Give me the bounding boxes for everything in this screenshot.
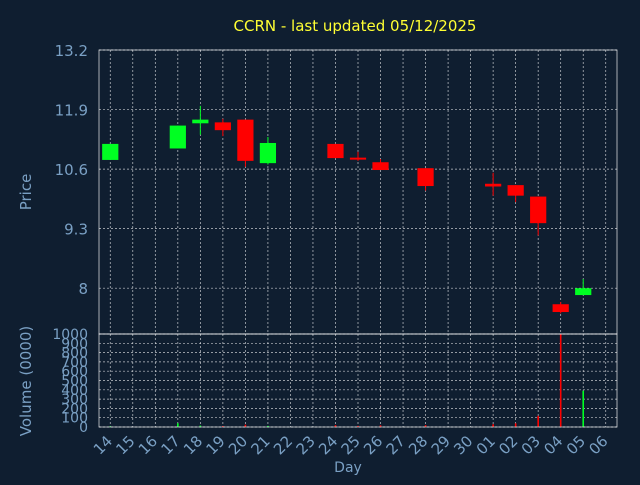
volume-bar [334,425,337,427]
candle-body [575,288,592,296]
volume-tick-label: 300 [61,392,88,408]
candle-body [259,142,277,164]
candle [349,151,367,161]
volume-bar [537,415,539,427]
volume-tick-label: 900 [61,336,88,352]
candle [575,279,592,296]
volume-layer [109,334,585,427]
candle [169,125,186,149]
candle [327,143,344,159]
candle-body [530,196,547,224]
candle-body [349,157,367,160]
price-axis-label: Price [17,174,35,211]
volume-tick-label: 0 [79,420,88,436]
candle-layer [102,105,592,314]
volume-axis-label: Volume (0000) [17,326,35,436]
grid-layer [99,49,617,428]
candle [102,143,119,160]
candle [417,168,434,191]
candle [372,159,389,171]
volume-bar [199,425,202,427]
candle-body [507,185,524,196]
volume-tick-label: 100 [61,411,88,427]
candle-body [214,122,231,131]
candle-body [372,162,389,171]
volume-bar [424,425,427,427]
candle-body [485,183,502,187]
candle-body [102,143,119,160]
candle-body [552,304,569,313]
candle [259,137,277,165]
volume-tick-label: 600 [61,364,88,380]
volume-tick-label: 200 [61,401,88,417]
volume-tick-label: 500 [61,374,88,390]
price-tick-label: 8 [78,280,88,298]
candle-body [169,125,186,149]
candle-body [192,119,209,124]
price-tick-label: 11.9 [55,102,88,120]
volume-bar [222,426,224,427]
candle-body [237,119,254,161]
price-tick-label: 13.2 [55,42,88,60]
volume-tick-label: 700 [61,355,88,371]
frame-layer [98,49,618,428]
volume-bar [379,425,382,427]
volume-tick-label: 400 [61,383,88,399]
chart-title: CCRN - last updated 05/12/2025 [234,17,477,35]
candle [237,119,254,167]
price-tick-label: 9.3 [64,221,88,239]
candle [485,172,502,196]
candle [214,118,231,137]
candle [552,301,569,314]
volume-bar [177,423,179,427]
candle [530,196,547,236]
volume-bar [267,425,269,427]
tick-layer: 8 9.3 10.6 11.9 13.2 010020030040050060070080… [52,42,611,458]
volume-bar [357,425,359,427]
volume-tick-label: 1000 [52,327,88,343]
candle [507,185,524,203]
x-tick-label: 06 [585,432,611,458]
candle-body [327,143,344,159]
candle-body [417,168,434,187]
volume-panel-frame [98,333,618,428]
volume-bar [244,424,247,427]
volume-tick-label: 800 [61,346,88,362]
volume-bar [559,334,562,427]
volume-bar [582,390,585,427]
volume-bar [514,423,517,427]
x-axis-label: Day [334,460,362,476]
candle [192,105,209,135]
price-tick-label: 10.6 [55,161,88,179]
volume-bar [492,424,494,427]
